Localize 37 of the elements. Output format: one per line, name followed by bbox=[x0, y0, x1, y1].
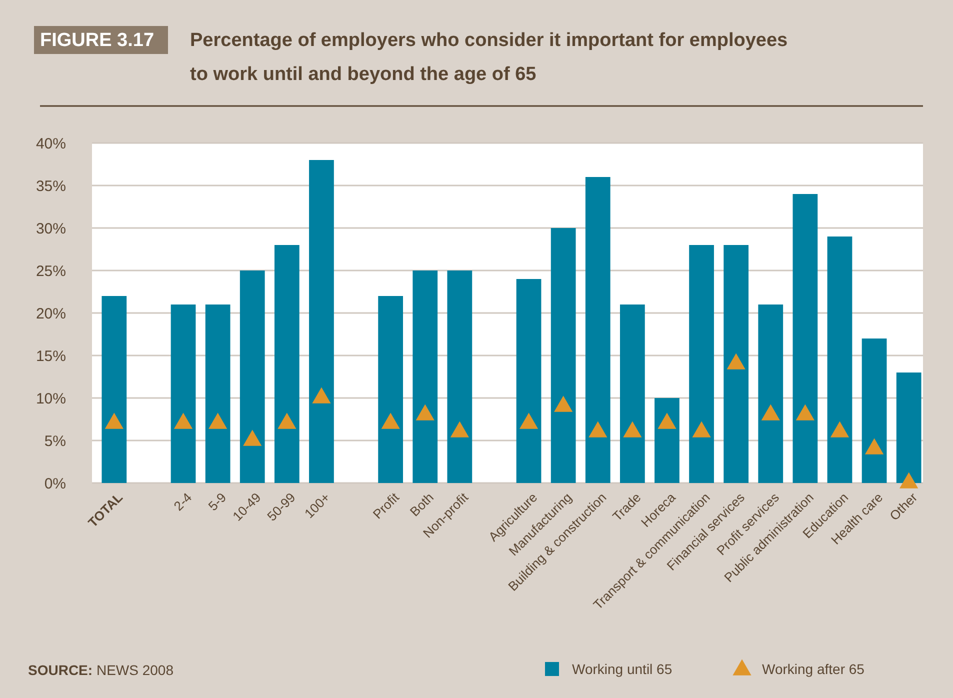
y-tick-label: 35% bbox=[36, 178, 66, 195]
y-tick-label: 15% bbox=[36, 348, 66, 365]
bar bbox=[170, 304, 196, 483]
bar bbox=[378, 296, 404, 483]
y-tick-label: 30% bbox=[36, 220, 66, 238]
bar bbox=[689, 245, 714, 483]
bar bbox=[792, 194, 818, 483]
bar bbox=[758, 304, 784, 483]
bar bbox=[550, 228, 576, 483]
x-tick-label: 5-9 bbox=[205, 490, 230, 514]
legend-label: Working until 65 bbox=[572, 660, 672, 677]
bar bbox=[274, 245, 300, 483]
bar bbox=[654, 398, 680, 483]
bar bbox=[240, 270, 265, 483]
bar bbox=[620, 304, 645, 483]
bar bbox=[896, 372, 922, 483]
bar bbox=[827, 236, 852, 483]
bar bbox=[447, 270, 472, 483]
y-tick-label: 10% bbox=[36, 390, 66, 408]
y-tick-label: 25% bbox=[36, 262, 66, 280]
source-note: SOURCE: NEWS 2008 bbox=[28, 662, 174, 678]
bar bbox=[724, 245, 749, 483]
x-tick-label: 2-4 bbox=[170, 490, 195, 514]
chart-title: Percentage of employers who consider it important for employees to work until and beyond the age of 65 bbox=[190, 30, 788, 85]
bar bbox=[862, 338, 887, 483]
bar bbox=[102, 296, 127, 483]
y-tick-label: 20% bbox=[36, 305, 66, 322]
bar bbox=[412, 270, 438, 483]
bar bbox=[516, 279, 542, 483]
bar bbox=[309, 160, 334, 483]
y-tick-label: 40% bbox=[36, 135, 66, 152]
y-tick-label: 5% bbox=[44, 432, 66, 450]
caption: FIGURE 3.17 bbox=[40, 30, 154, 51]
bar bbox=[205, 304, 230, 483]
y-tick-label: 0% bbox=[44, 475, 66, 492]
bar bbox=[585, 177, 610, 483]
legend-label: Working after 65 bbox=[762, 660, 865, 677]
